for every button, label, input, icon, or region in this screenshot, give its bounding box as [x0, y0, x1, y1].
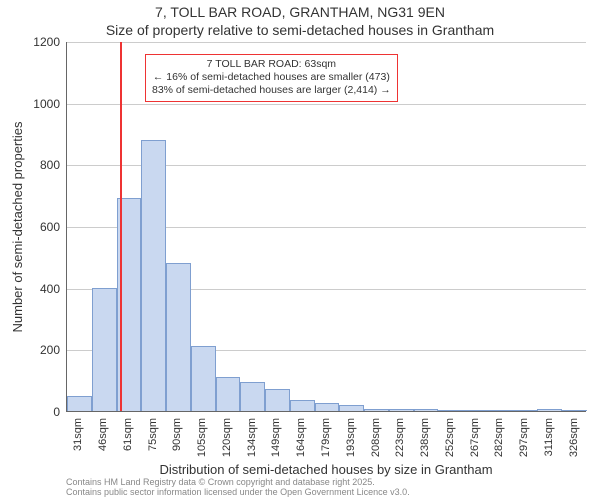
- x-tick-label: 326sqm: [568, 418, 580, 457]
- x-tick-label: 46sqm: [97, 418, 109, 451]
- y-tick-label: 400: [10, 282, 60, 296]
- x-axis-label: Distribution of semi-detached houses by …: [66, 462, 586, 477]
- annotation-line: 83% of semi-detached houses are larger (…: [152, 84, 391, 97]
- x-tick-label: 105sqm: [196, 418, 208, 457]
- plot-area: 7 TOLL BAR ROAD: 63sqm← 16% of semi-deta…: [66, 42, 586, 412]
- histogram-bar: [216, 377, 241, 411]
- histogram-bar: [67, 396, 92, 411]
- histogram-bar: [315, 403, 340, 411]
- chart-title-line2: Size of property relative to semi-detach…: [0, 22, 600, 38]
- x-tick-label: 75sqm: [147, 418, 159, 451]
- histogram-bar: [537, 409, 562, 411]
- chart-root: 7, TOLL BAR ROAD, GRANTHAM, NG31 9EN Siz…: [0, 0, 600, 500]
- attribution-line2: Contains public sector information licen…: [66, 488, 586, 498]
- histogram-bar: [562, 410, 587, 411]
- y-tick-label: 600: [10, 220, 60, 234]
- x-tick-label: 208sqm: [370, 418, 382, 457]
- gridline: [67, 42, 586, 43]
- x-tick-label: 267sqm: [469, 418, 481, 457]
- x-tick-label: 282sqm: [493, 418, 505, 457]
- histogram-bar: [389, 409, 414, 411]
- histogram-bar: [265, 389, 290, 411]
- attribution: Contains HM Land Registry data © Crown c…: [66, 478, 586, 498]
- reference-line: [120, 42, 122, 411]
- histogram-bar: [290, 400, 315, 411]
- chart-title-line1: 7, TOLL BAR ROAD, GRANTHAM, NG31 9EN: [0, 4, 600, 20]
- x-tick-label: 252sqm: [444, 418, 456, 457]
- annotation-line: ← 16% of semi-detached houses are smalle…: [152, 71, 391, 84]
- x-tick-label: 120sqm: [221, 418, 233, 457]
- histogram-bar: [438, 410, 463, 411]
- histogram-bar: [414, 409, 439, 411]
- gridline: [67, 104, 586, 105]
- y-tick-label: 800: [10, 158, 60, 172]
- x-tick-label: 311sqm: [543, 418, 555, 456]
- histogram-bar: [339, 405, 364, 411]
- x-tick-label: 238sqm: [419, 418, 431, 457]
- y-tick-label: 200: [10, 343, 60, 357]
- x-tick-label: 193sqm: [345, 418, 357, 457]
- x-tick-label: 31sqm: [72, 418, 84, 451]
- x-tick-label: 149sqm: [270, 418, 282, 457]
- x-tick-label: 179sqm: [320, 418, 332, 457]
- histogram-bar: [191, 346, 216, 411]
- y-tick-label: 1200: [10, 35, 60, 49]
- histogram-bar: [463, 410, 488, 411]
- histogram-bar: [92, 288, 117, 411]
- x-tick-label: 134sqm: [246, 418, 258, 457]
- x-tick-label: 164sqm: [295, 418, 307, 457]
- annotation-line: 7 TOLL BAR ROAD: 63sqm: [152, 58, 391, 71]
- histogram-bar: [488, 410, 513, 411]
- histogram-bar: [141, 140, 166, 411]
- x-tick-label: 297sqm: [518, 418, 530, 457]
- annotation-box: 7 TOLL BAR ROAD: 63sqm← 16% of semi-deta…: [145, 54, 398, 101]
- histogram-bar: [240, 382, 265, 411]
- histogram-bar: [364, 409, 389, 411]
- x-tick-label: 223sqm: [394, 418, 406, 457]
- y-tick-label: 0: [10, 405, 60, 419]
- histogram-bar: [166, 263, 191, 411]
- histogram-bar: [513, 410, 538, 411]
- y-tick-label: 1000: [10, 97, 60, 111]
- x-tick-label: 61sqm: [122, 418, 134, 451]
- x-tick-label: 90sqm: [171, 418, 183, 451]
